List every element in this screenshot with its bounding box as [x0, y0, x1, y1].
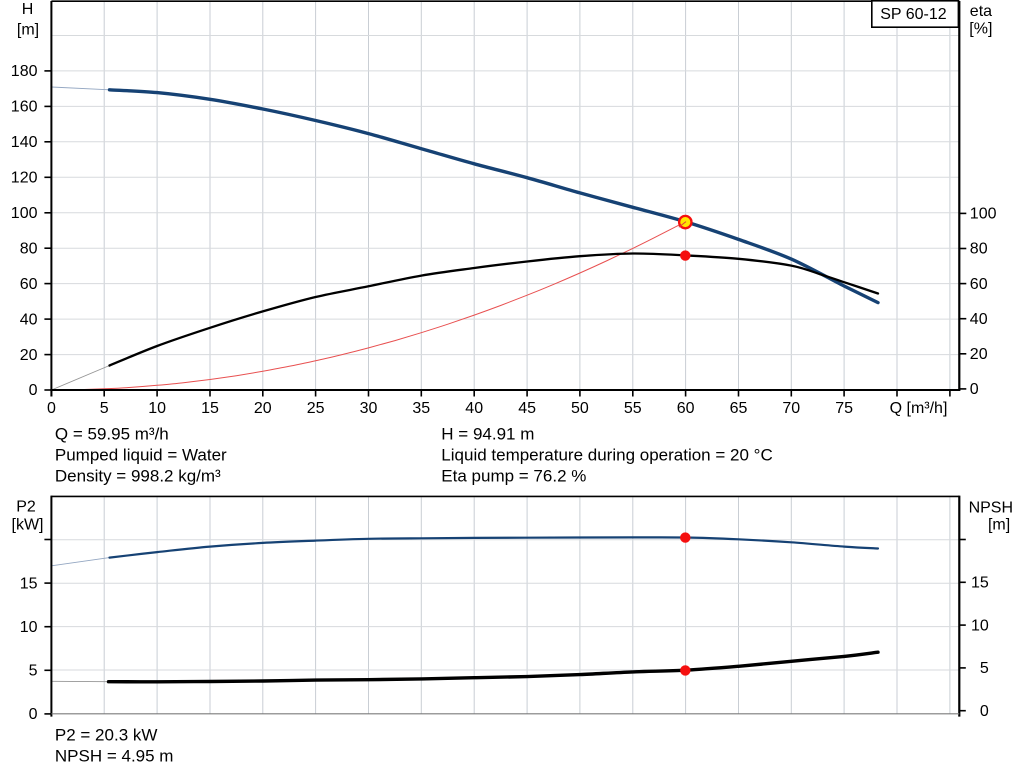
svg-text:H: H	[22, 1, 34, 18]
svg-text:65: 65	[730, 400, 748, 417]
svg-text:70: 70	[782, 400, 800, 417]
svg-text:50: 50	[571, 400, 589, 417]
svg-text:55: 55	[624, 400, 642, 417]
svg-text:H = 94.91 m: H = 94.91 m	[441, 424, 534, 443]
svg-text:75: 75	[835, 400, 853, 417]
svg-text:100: 100	[970, 206, 997, 223]
svg-text:120: 120	[11, 170, 38, 187]
svg-text:10: 10	[20, 619, 38, 636]
svg-text:40: 40	[970, 311, 988, 328]
svg-text:Pumped liquid = Water: Pumped liquid = Water	[55, 445, 227, 464]
svg-text:60: 60	[677, 400, 695, 417]
svg-text:15: 15	[20, 575, 38, 592]
svg-text:15: 15	[201, 400, 219, 417]
svg-text:NPSH = 4.95 m: NPSH = 4.95 m	[55, 747, 174, 766]
svg-text:25: 25	[307, 400, 325, 417]
svg-text:[m]: [m]	[988, 517, 1010, 534]
svg-text:40: 40	[465, 400, 483, 417]
svg-text:20: 20	[970, 346, 988, 363]
svg-text:20: 20	[20, 347, 38, 364]
svg-text:Q [m³/h]: Q [m³/h]	[890, 400, 948, 417]
svg-text:80: 80	[20, 240, 38, 257]
svg-text:[kW]: [kW]	[12, 516, 44, 533]
svg-text:5: 5	[980, 660, 989, 677]
svg-text:eta: eta	[970, 3, 992, 20]
svg-text:45: 45	[518, 400, 536, 417]
svg-text:5: 5	[100, 400, 109, 417]
svg-text:40: 40	[20, 311, 38, 328]
svg-text:SP 60-12: SP 60-12	[880, 6, 947, 23]
svg-text:10: 10	[971, 617, 989, 634]
svg-text:Liquid temperature during oper: Liquid temperature during operation = 20…	[441, 445, 772, 464]
svg-text:P2: P2	[16, 499, 36, 516]
svg-text:0: 0	[980, 703, 989, 720]
svg-text:30: 30	[360, 400, 378, 417]
svg-text:180: 180	[11, 63, 38, 80]
svg-text:0: 0	[29, 706, 38, 723]
svg-text:60: 60	[20, 276, 38, 293]
svg-text:Density = 998.2 kg/m³: Density = 998.2 kg/m³	[55, 466, 221, 485]
svg-text:[m]: [m]	[17, 22, 39, 39]
svg-text:P2 = 20.3 kW: P2 = 20.3 kW	[55, 726, 158, 745]
svg-text:5: 5	[29, 663, 38, 680]
svg-text:60: 60	[970, 276, 988, 293]
svg-text:100: 100	[11, 205, 38, 222]
svg-text:15: 15	[971, 575, 989, 592]
svg-text:0: 0	[29, 382, 38, 399]
svg-text:NPSH: NPSH	[969, 499, 1013, 516]
svg-text:0: 0	[970, 381, 979, 398]
svg-text:[%]: [%]	[969, 21, 992, 38]
svg-text:0: 0	[47, 400, 56, 417]
svg-text:80: 80	[970, 241, 988, 258]
svg-text:35: 35	[412, 400, 430, 417]
svg-text:140: 140	[11, 134, 38, 151]
svg-text:Eta pump = 76.2 %: Eta pump = 76.2 %	[441, 466, 586, 485]
svg-text:10: 10	[148, 400, 166, 417]
svg-text:Q = 59.95 m³/h: Q = 59.95 m³/h	[55, 424, 169, 443]
svg-text:20: 20	[254, 400, 272, 417]
svg-text:160: 160	[11, 99, 38, 116]
